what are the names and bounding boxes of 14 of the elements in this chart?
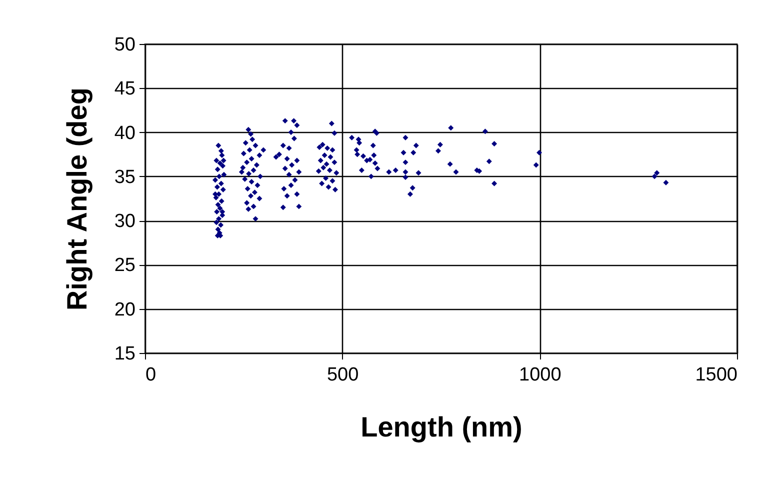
y-tick-label: 15 bbox=[114, 344, 136, 364]
x-tick-label: 1000 bbox=[519, 364, 562, 386]
y-axis-title: Right Angle (deg bbox=[61, 88, 92, 310]
y-tick-label: 25 bbox=[114, 255, 136, 276]
x-tick-label: 500 bbox=[326, 364, 359, 386]
y-tick-label: 20 bbox=[114, 299, 136, 320]
y-tick-label: 35 bbox=[114, 166, 136, 188]
y-tick-label: 30 bbox=[114, 211, 136, 232]
x-tick-label: 1500 bbox=[695, 364, 738, 386]
y-tick-label: 45 bbox=[114, 78, 136, 100]
x-axis-title: Length (nm) bbox=[360, 412, 522, 442]
x-tick-label: 0 bbox=[146, 364, 156, 386]
y-tick-label: 40 bbox=[114, 122, 136, 144]
y-tick-label: 50 bbox=[114, 34, 136, 56]
